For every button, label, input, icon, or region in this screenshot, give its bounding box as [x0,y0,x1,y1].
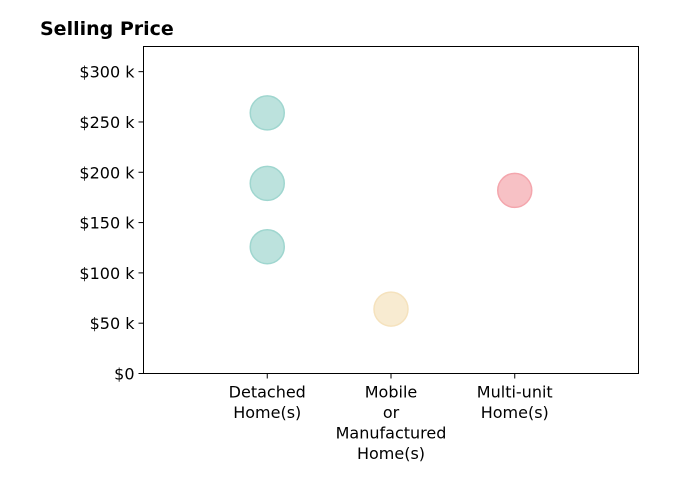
data-point [373,291,409,327]
x-axis: Detached Home(s)Mobile or Manufactured Home(… [229,373,553,464]
y-tick-label: $100 k [79,264,135,283]
x-tick-label-line: Multi-unit [477,383,553,402]
y-tick-label: $50 k [90,314,136,333]
data-points [249,95,533,327]
x-tick-label-line: Detached [229,383,306,402]
data-point [249,228,285,265]
y-tick-label: $150 k [79,214,135,233]
y-tick-label: $300 k [79,63,135,82]
y-tick-label: $250 k [79,113,135,132]
x-tick-label-line: Home(s) [233,403,301,422]
x-tick-label-line: or [383,403,400,422]
x-tick-label-line: Home(s) [357,444,425,463]
x-tick-label-line: Home(s) [481,403,549,422]
data-point [497,172,533,209]
y-tick-label: $200 k [79,163,135,182]
y-tick-label: $0 [114,365,134,384]
chart-title: Selling Price [40,18,174,40]
x-tick-label: Mobile or Manufactured Home(s) [336,383,447,464]
data-point [249,95,285,131]
x-tick-label-line: Mobile [365,383,417,402]
x-tick-label: Detached Home(s) [229,383,306,423]
x-tick-label: Multi-unit Home(s) [477,383,553,423]
data-point [249,165,285,202]
x-tick-label-line: Manufactured [336,424,447,443]
y-axis: $0 $50 k $100 k $150 k $200 k $250 k $300 k [79,63,144,384]
